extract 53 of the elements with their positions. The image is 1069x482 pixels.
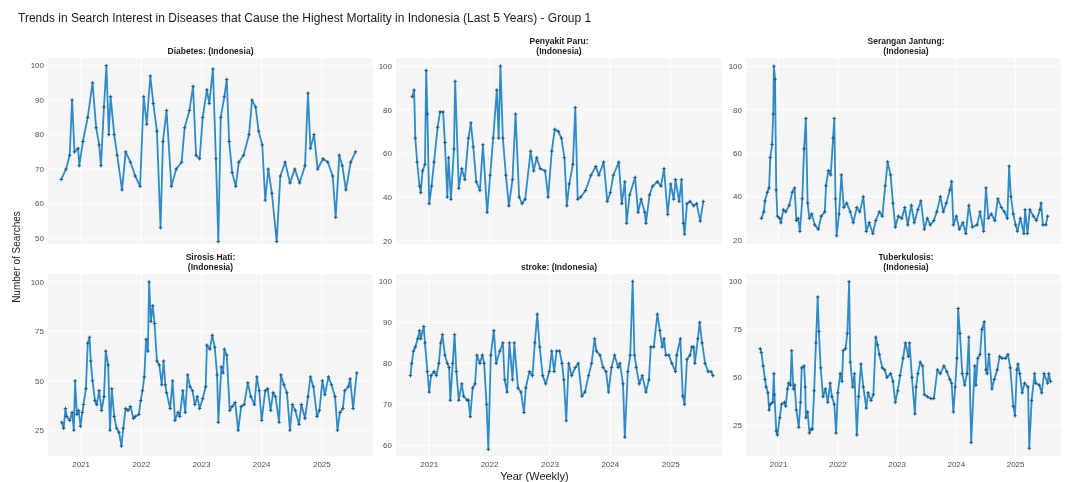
y-tick-label: 100 <box>728 62 743 72</box>
x-tick-label: 2022 <box>132 460 151 469</box>
y-tick-label: 75 <box>733 325 743 335</box>
x-tick-label: 2023 <box>888 460 907 469</box>
chart-title: Serangan Jantung: (Indonesia) <box>867 36 945 56</box>
y-tick-label: 60 <box>35 199 45 209</box>
y-axis-title: Number of Searches <box>11 211 22 303</box>
y-tick-label: 60 <box>383 149 393 159</box>
y-tick-label: 80 <box>383 359 393 369</box>
x-tick-label: 2021 <box>420 460 439 469</box>
y-tick-label: 40 <box>383 192 393 202</box>
chart-title: Sirosis Hati: (Indonesia) <box>185 252 236 272</box>
y-tick-label: 75 <box>35 327 45 337</box>
y-tick-label: 50 <box>35 376 45 386</box>
x-axis-title: Year (Weekly) <box>500 470 569 482</box>
y-tick-label: 100 <box>378 61 393 71</box>
y-tick-label: 20 <box>733 235 743 245</box>
chart-title: Diabetes: (Indonesia) <box>167 46 254 56</box>
x-tick-label: 2025 <box>312 460 332 469</box>
y-tick-label: 60 <box>733 148 743 158</box>
y-tick-label: 50 <box>35 233 45 243</box>
y-tick-label: 25 <box>35 426 45 436</box>
y-tick-label: 80 <box>35 130 45 140</box>
text: Trends in Search Interest in Diseases that Cause the Highest Mortality in Indonesia (Last 5 Years) - Group 1 <box>18 11 592 25</box>
chart-title: Tuberkulosis: (Indonesia) <box>878 252 934 272</box>
x-tick-label: 2024 <box>252 460 272 469</box>
x-tick-label: 2024 <box>601 460 620 469</box>
x-tick-label: 2021 <box>769 460 789 469</box>
chart-title: Penyakit Paru: (Indonesia) <box>529 36 589 56</box>
y-tick-label: 90 <box>383 318 393 328</box>
x-tick-label: 2025 <box>661 460 681 469</box>
y-tick-label: 90 <box>35 95 45 105</box>
x-tick-label: 2022 <box>480 460 500 469</box>
y-tick-label: 100 <box>30 61 45 71</box>
x-tick-label: 2023 <box>192 460 211 469</box>
y-tick-label: 100 <box>378 277 393 287</box>
y-tick-label: 100 <box>30 277 45 287</box>
y-tick-label: 40 <box>733 192 743 202</box>
chart-title: stroke: (Indonesia) <box>520 262 598 272</box>
y-tick-label: 70 <box>35 164 45 174</box>
y-tick-label: 100 <box>728 277 743 287</box>
y-tick-label: 70 <box>383 400 393 410</box>
x-tick-label: 2025 <box>1006 460 1026 469</box>
y-tick-label: 80 <box>733 105 743 115</box>
y-tick-label: 80 <box>383 105 393 115</box>
y-tick-label: 60 <box>383 441 393 451</box>
y-tick-label: 50 <box>733 373 743 383</box>
x-tick-label: 2024 <box>947 460 966 469</box>
y-tick-label: 25 <box>733 421 743 431</box>
x-tick-label: 2021 <box>72 460 91 469</box>
x-tick-label: 2023 <box>541 460 560 469</box>
x-tick-label: 2022 <box>828 460 848 469</box>
y-tick-label: 20 <box>383 236 393 246</box>
